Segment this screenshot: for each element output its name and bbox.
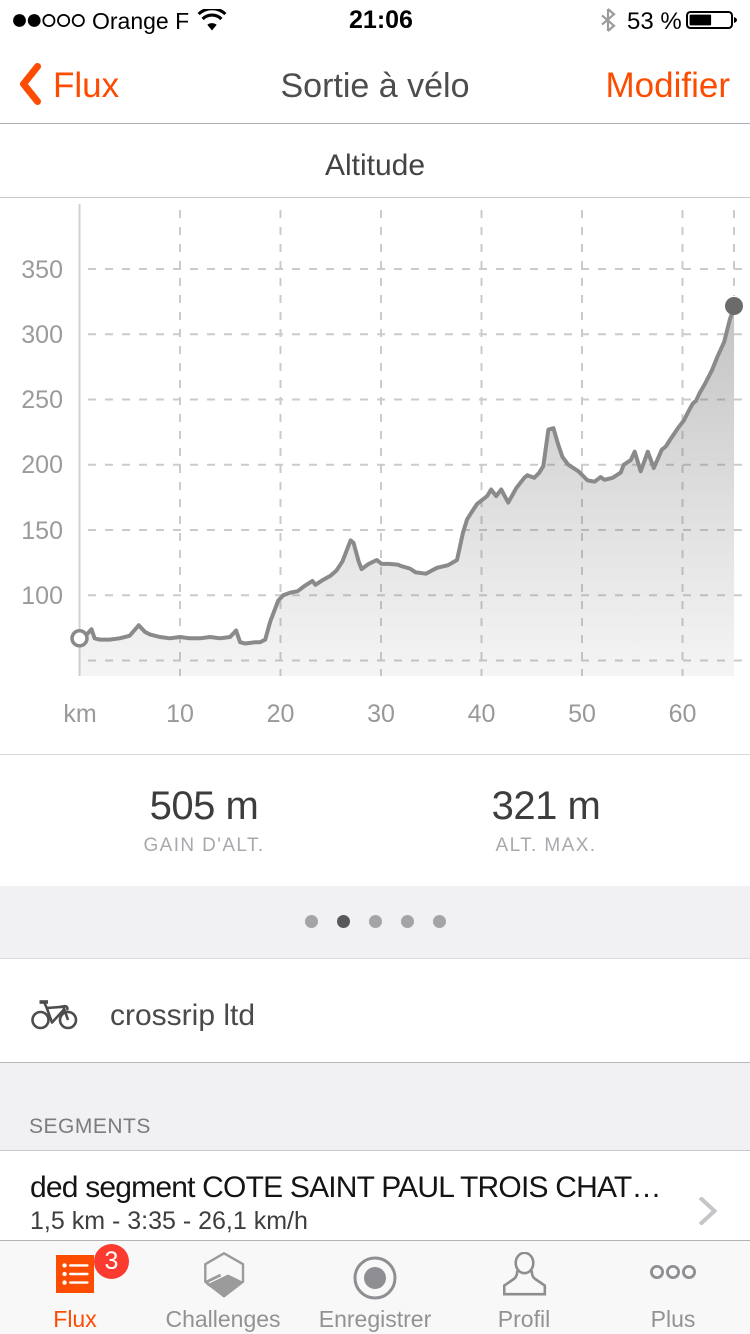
svg-text:250: 250 xyxy=(21,386,63,414)
svg-text:200: 200 xyxy=(21,451,63,479)
svg-text:150: 150 xyxy=(21,517,63,545)
svg-text:300: 300 xyxy=(21,321,63,349)
svg-text:100: 100 xyxy=(21,582,63,610)
svg-text:350: 350 xyxy=(21,256,63,284)
